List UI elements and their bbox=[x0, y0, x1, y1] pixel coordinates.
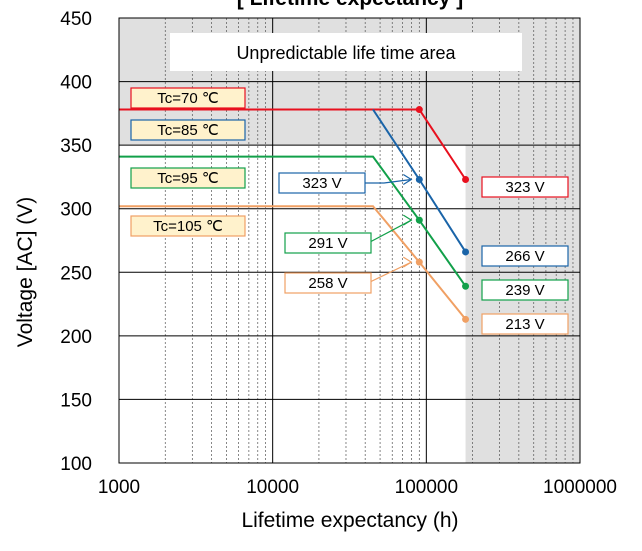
end-label-text: 213 V bbox=[505, 316, 544, 333]
end-label-text: 323 V bbox=[505, 179, 544, 196]
y-tick-label: 250 bbox=[60, 263, 92, 284]
data-point bbox=[415, 175, 423, 183]
x-tick-label: 100000 bbox=[395, 477, 458, 498]
series-line bbox=[119, 155, 467, 287]
y-tick-label: 350 bbox=[60, 136, 92, 157]
series-line bbox=[119, 205, 467, 320]
callout-box bbox=[284, 232, 372, 254]
end-label-box bbox=[481, 176, 569, 198]
legend-entry-label: Tc=95 ℃ bbox=[157, 170, 218, 187]
y-tick-label: 450 bbox=[60, 9, 92, 30]
x-tick-label: 1000 bbox=[98, 477, 140, 498]
y-tick-label: 300 bbox=[60, 200, 92, 221]
callouts: 323 V 291 V 258 V 323 V 266 V 239 V 213 V bbox=[278, 172, 569, 335]
callout-text: 291 V bbox=[308, 235, 347, 252]
legend-entry-label: Tc=70 ℃ bbox=[157, 90, 218, 107]
callout-text: 323 V bbox=[302, 175, 341, 192]
legend-entry-box bbox=[130, 119, 246, 141]
y-tick-label: 200 bbox=[60, 327, 92, 348]
region-label-box bbox=[170, 33, 522, 71]
data-point bbox=[462, 282, 470, 290]
callout-arrowhead bbox=[402, 214, 413, 226]
data-point bbox=[415, 258, 423, 266]
chart-title: [ Lifetime expectancy ] bbox=[237, 0, 463, 10]
end-label-text: 239 V bbox=[505, 282, 544, 299]
x-tick-label: 1000000 bbox=[543, 477, 617, 498]
data-point bbox=[462, 315, 470, 323]
y-tick-label: 400 bbox=[60, 73, 92, 94]
data-point bbox=[462, 248, 470, 256]
plot-frame bbox=[118, 17, 581, 464]
axes: 100 150 200 250 300 350 400 450 1000 10000 100000 1… bbox=[60, 9, 617, 498]
x-axis-label: Lifetime expectancy (h) bbox=[241, 509, 458, 532]
series-lines bbox=[119, 106, 470, 323]
data-point bbox=[415, 216, 423, 224]
legend-entry-label: Tc=105 ℃ bbox=[153, 218, 223, 235]
callout-box bbox=[278, 172, 366, 194]
end-label-box bbox=[481, 279, 569, 301]
data-point bbox=[415, 106, 423, 114]
end-label-box bbox=[481, 245, 569, 267]
data-point bbox=[462, 175, 470, 183]
y-tick-label: 100 bbox=[60, 454, 92, 475]
legend-entry-box bbox=[130, 215, 246, 237]
y-axis-label: Voltage [AC] (V) bbox=[14, 197, 37, 348]
region-label: Unpredictable life time area bbox=[236, 43, 456, 63]
callout-arrowhead bbox=[402, 173, 413, 185]
legend-entry-box bbox=[130, 167, 246, 189]
legend: Tc=70 ℃ Tc=85 ℃ Tc=95 ℃ Tc=105 ℃ bbox=[130, 87, 246, 237]
end-label-text: 266 V bbox=[505, 248, 544, 265]
end-label-box bbox=[481, 313, 569, 335]
legend-entry-label: Tc=85 ℃ bbox=[157, 122, 218, 139]
x-tick-label: 10000 bbox=[246, 477, 299, 498]
y-tick-label: 150 bbox=[60, 390, 92, 411]
callout-leader bbox=[365, 178, 412, 184]
callout-box bbox=[284, 272, 372, 294]
callout-arrowhead bbox=[402, 256, 413, 268]
unpredictable-area-label: Unpredictable life time area bbox=[170, 33, 522, 71]
callout-text: 258 V bbox=[308, 275, 347, 292]
shaded-region bbox=[465, 18, 580, 463]
legend-entry-box bbox=[130, 87, 246, 109]
